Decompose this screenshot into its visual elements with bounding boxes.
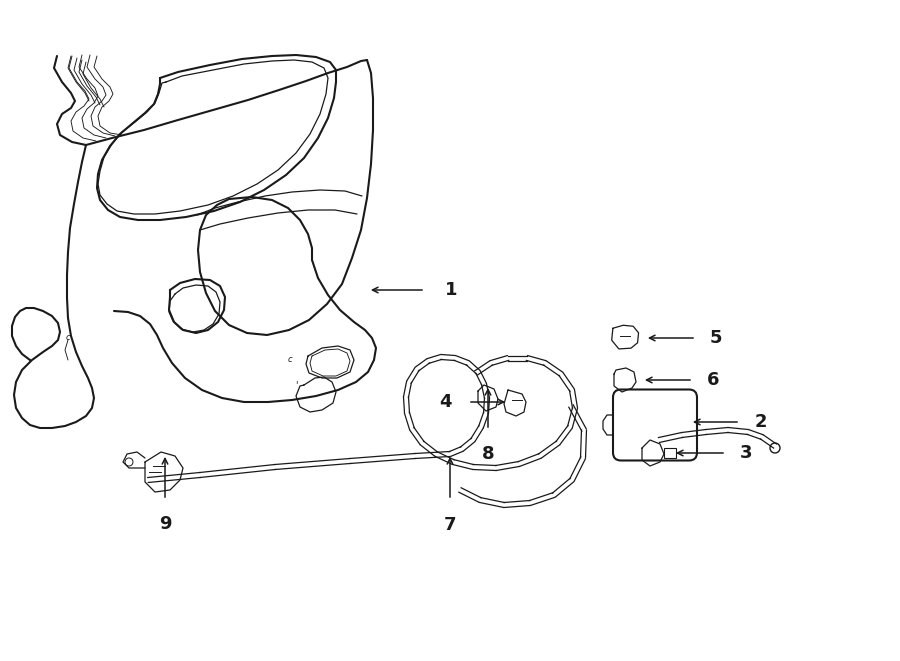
Text: 8: 8 — [482, 445, 494, 463]
Text: c: c — [66, 334, 70, 342]
Bar — [664, 448, 676, 458]
Text: 9: 9 — [158, 515, 171, 533]
Text: 3: 3 — [740, 444, 752, 462]
Text: 2: 2 — [755, 413, 768, 431]
Text: c: c — [288, 356, 292, 364]
Text: 6: 6 — [707, 371, 719, 389]
Text: 1: 1 — [445, 281, 457, 299]
Text: ': ' — [295, 380, 297, 390]
Text: 5: 5 — [710, 329, 723, 347]
Text: 4: 4 — [439, 393, 452, 411]
Text: 7: 7 — [444, 516, 456, 534]
